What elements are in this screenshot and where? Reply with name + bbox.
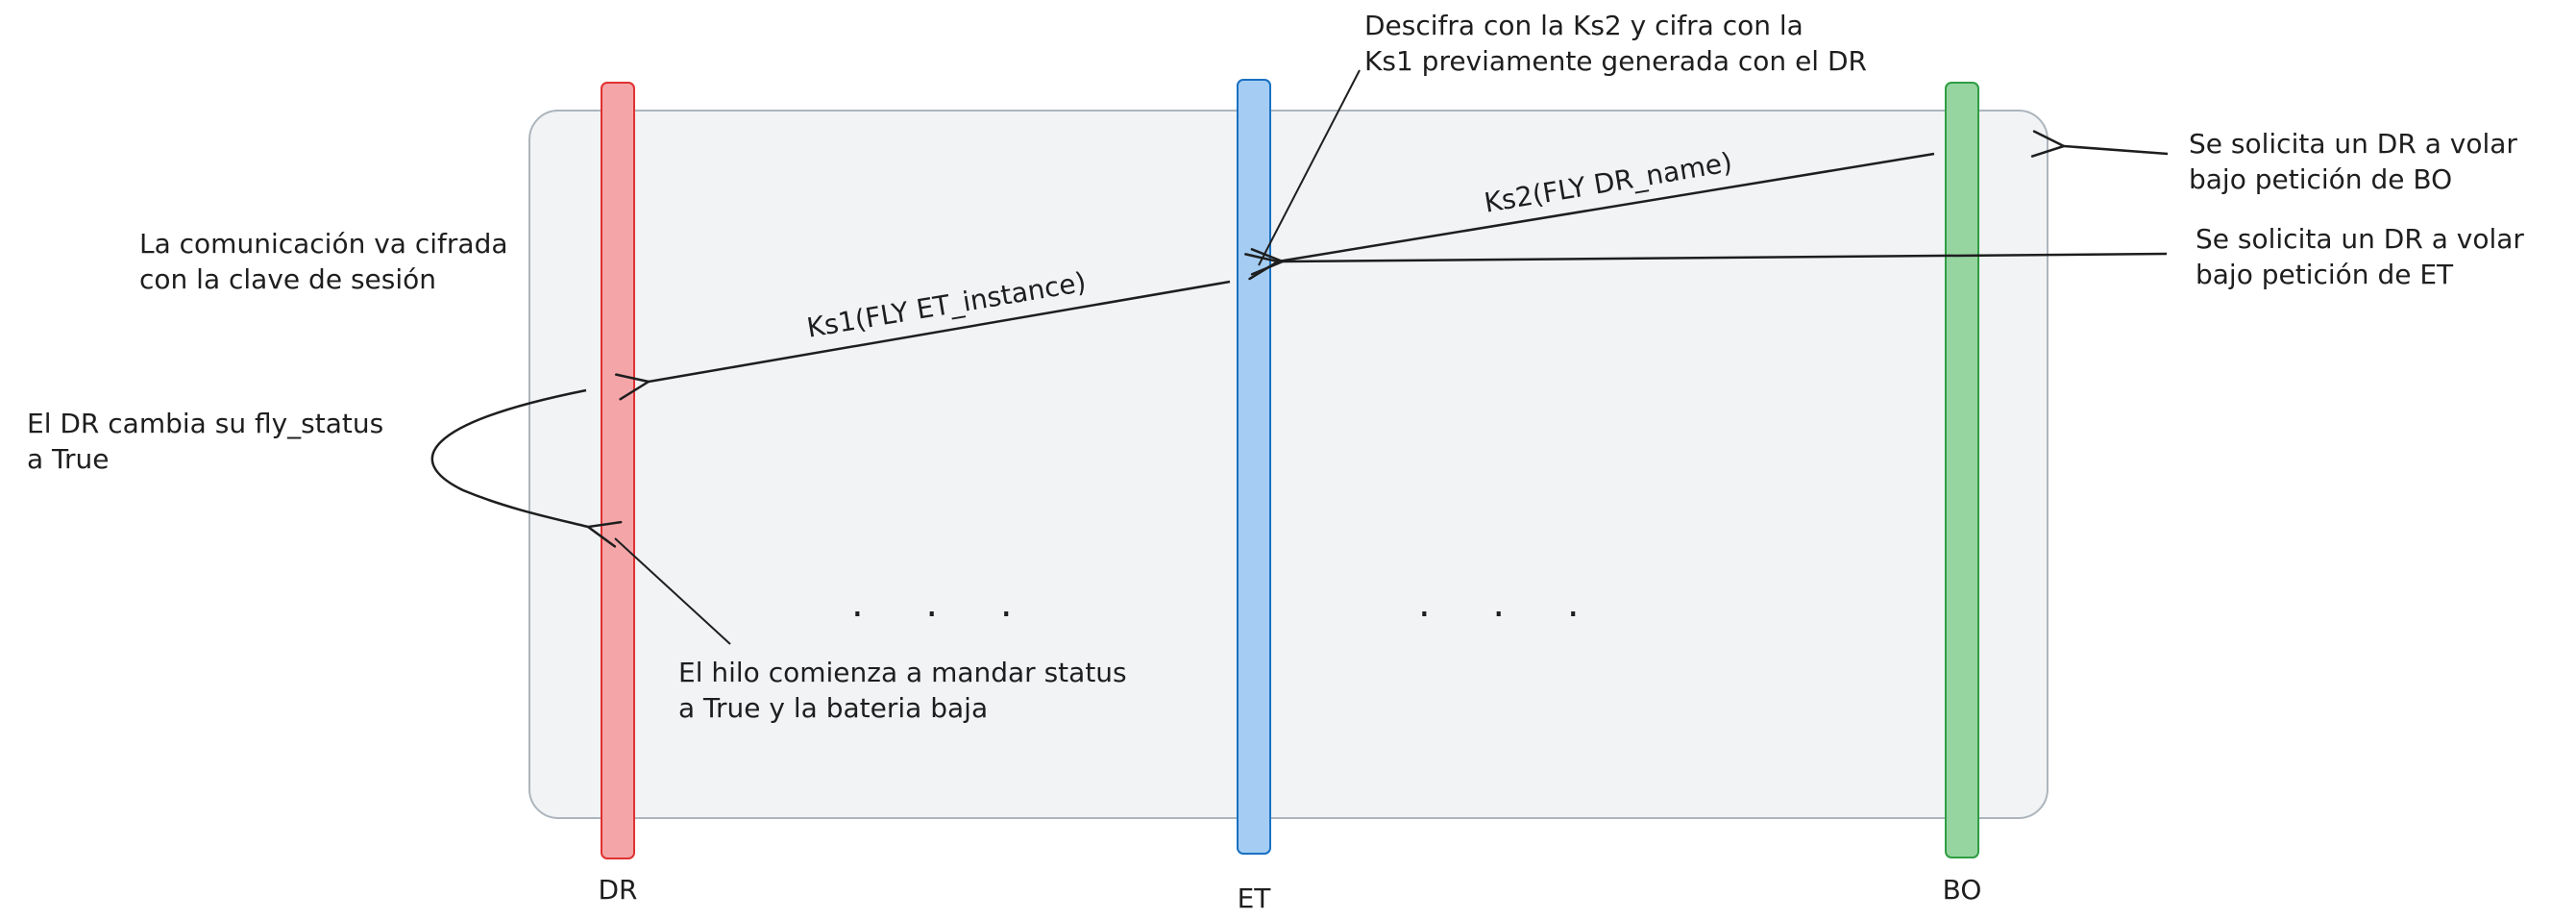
lane-label-dr: DR (598, 874, 638, 906)
note-et-request-line-2: bajo petición de ET (2196, 259, 2454, 290)
note-descifra-line-2: Ks1 previamente generada con el DR (1364, 45, 1867, 77)
descifra-connector (1258, 69, 1361, 266)
diagram-frame (528, 110, 2049, 819)
note-bo-request: Se solicita un DR a volar bajo petición … (2189, 126, 2517, 197)
note-comunicacion: La comunicación va cifrada con la clave … (139, 226, 508, 297)
et-request-arrow (1283, 254, 2168, 261)
note-comunicacion-line-1: La comunicación va cifrada (139, 228, 508, 260)
lifeline-bo (1945, 82, 1979, 858)
message-ks1-arrow (649, 280, 1231, 382)
lifeline-dr (601, 82, 635, 859)
ellipsis-et-bo: . . . (1418, 582, 1605, 626)
note-bo-request-line-2: bajo petición de BO (2189, 163, 2453, 195)
hilo-connector (614, 537, 731, 645)
note-descifra-line-1: Descifra con la Ks2 y cifra con la (1364, 10, 1803, 41)
bo-request-arrow (2064, 146, 2169, 154)
note-et-request-line-1: Se solicita un DR a volar (2196, 223, 2524, 255)
note-comunicacion-line-2: con la clave de sesión (139, 263, 436, 295)
ellipsis-dr-et: . . . (851, 582, 1038, 626)
note-fly-status-line-2: a True (27, 443, 110, 475)
note-et-request: Se solicita un DR a volar bajo petición … (2196, 221, 2524, 292)
note-hilo-line-1: El hilo comienza a mandar status (678, 657, 1127, 688)
note-hilo: El hilo comienza a mandar status a True … (678, 655, 1127, 726)
lane-label-bo: BO (1942, 874, 1982, 906)
note-hilo-line-2: a True y la bateria baja (678, 692, 989, 724)
note-fly-status-line-1: El DR cambia su fly_status (27, 408, 384, 439)
note-bo-request-line-1: Se solicita un DR a volar (2189, 128, 2517, 160)
fly-status-curve (430, 388, 588, 527)
note-descifra: Descifra con la Ks2 y cifra con la Ks1 p… (1364, 8, 1867, 79)
lifeline-et (1237, 79, 1271, 855)
message-ks2-arrow (1278, 152, 1935, 261)
note-fly-status: El DR cambia su fly_status a True (27, 406, 383, 477)
lane-label-et: ET (1237, 883, 1271, 914)
